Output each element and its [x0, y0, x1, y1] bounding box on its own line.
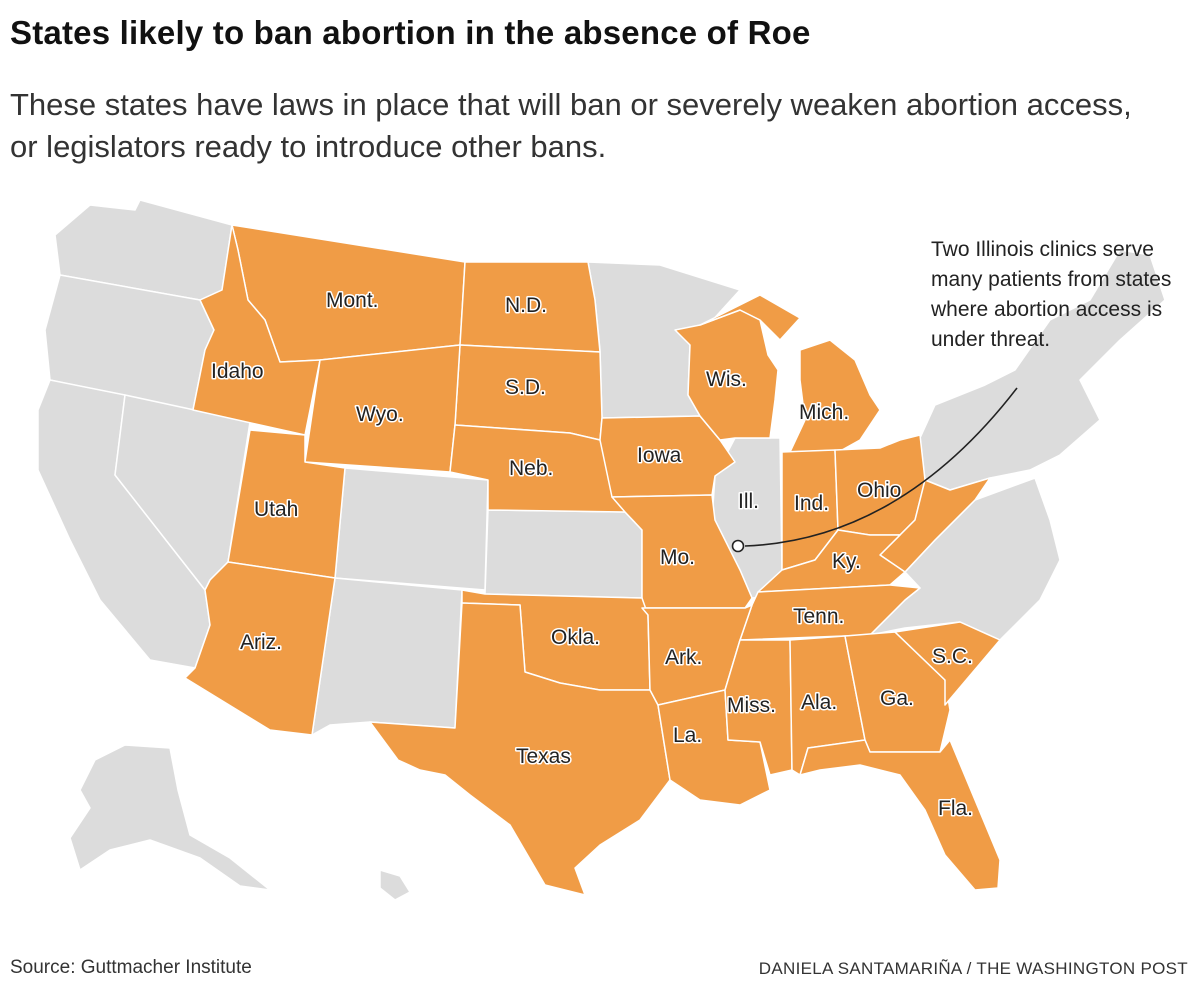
state-kans	[484, 509, 643, 599]
chart-subtitle: These states have laws in place that wil…	[10, 87, 1132, 164]
state-mo	[611, 494, 753, 609]
state-colo	[334, 467, 489, 591]
label-ohio: Ohio	[857, 479, 901, 502]
label-sc: S.C.	[932, 645, 973, 668]
us-map: Mont. N.D. Idaho S.D. Wyo. Wis. Mich. Io…	[37, 199, 1166, 901]
state-ariz	[184, 561, 336, 736]
label-tenn: Tenn.	[793, 605, 844, 628]
source-note: Source: Guttmacher Institute	[10, 957, 252, 978]
label-wyo: Wyo.	[356, 403, 404, 426]
label-ariz: Ariz.	[240, 631, 282, 654]
state-nd	[459, 261, 601, 353]
state-sc	[894, 621, 1001, 706]
label-la: La.	[673, 724, 702, 747]
label-neb: Neb.	[509, 457, 553, 480]
annotation-text: Two Illinois clinics serve many patients…	[931, 238, 1172, 351]
label-texas: Texas	[516, 745, 571, 768]
state-va-nc	[869, 477, 1061, 641]
chart-title: States likely to ban abortion in the abs…	[10, 14, 811, 51]
label-nd: N.D.	[505, 294, 547, 317]
label-ga: Ga.	[880, 687, 914, 710]
label-wis: Wis.	[706, 368, 747, 391]
state-nm	[311, 577, 463, 736]
state-texas	[369, 602, 671, 896]
label-ill: Ill.	[738, 490, 759, 513]
state-alaska	[69, 744, 271, 891]
label-ala: Ala.	[801, 691, 837, 714]
label-utah: Utah	[254, 498, 298, 521]
label-ind: Ind.	[794, 492, 829, 515]
illinois-clinic-marker	[731, 539, 745, 553]
label-sd: S.D.	[505, 376, 546, 399]
label-fla: Fla.	[938, 797, 973, 820]
label-ky: Ky.	[832, 550, 861, 573]
annotation-leader-line	[744, 387, 1018, 547]
state-wis	[674, 309, 779, 441]
label-ark: Ark.	[665, 646, 702, 669]
great-lakes	[760, 290, 855, 452]
label-mich: Mich.	[799, 401, 849, 424]
label-idaho: Idaho	[211, 360, 264, 383]
label-mo: Mo.	[660, 546, 695, 569]
label-okla: Okla.	[551, 626, 600, 649]
credit-line: DANIELA SANTAMARIÑA / THE WASHINGTON POS…	[758, 959, 1188, 978]
state-hawaii	[379, 869, 411, 901]
label-iowa: Iowa	[637, 444, 682, 467]
label-miss: Miss.	[727, 694, 776, 717]
state-fla	[799, 739, 1001, 891]
label-mont: Mont.	[326, 289, 379, 312]
